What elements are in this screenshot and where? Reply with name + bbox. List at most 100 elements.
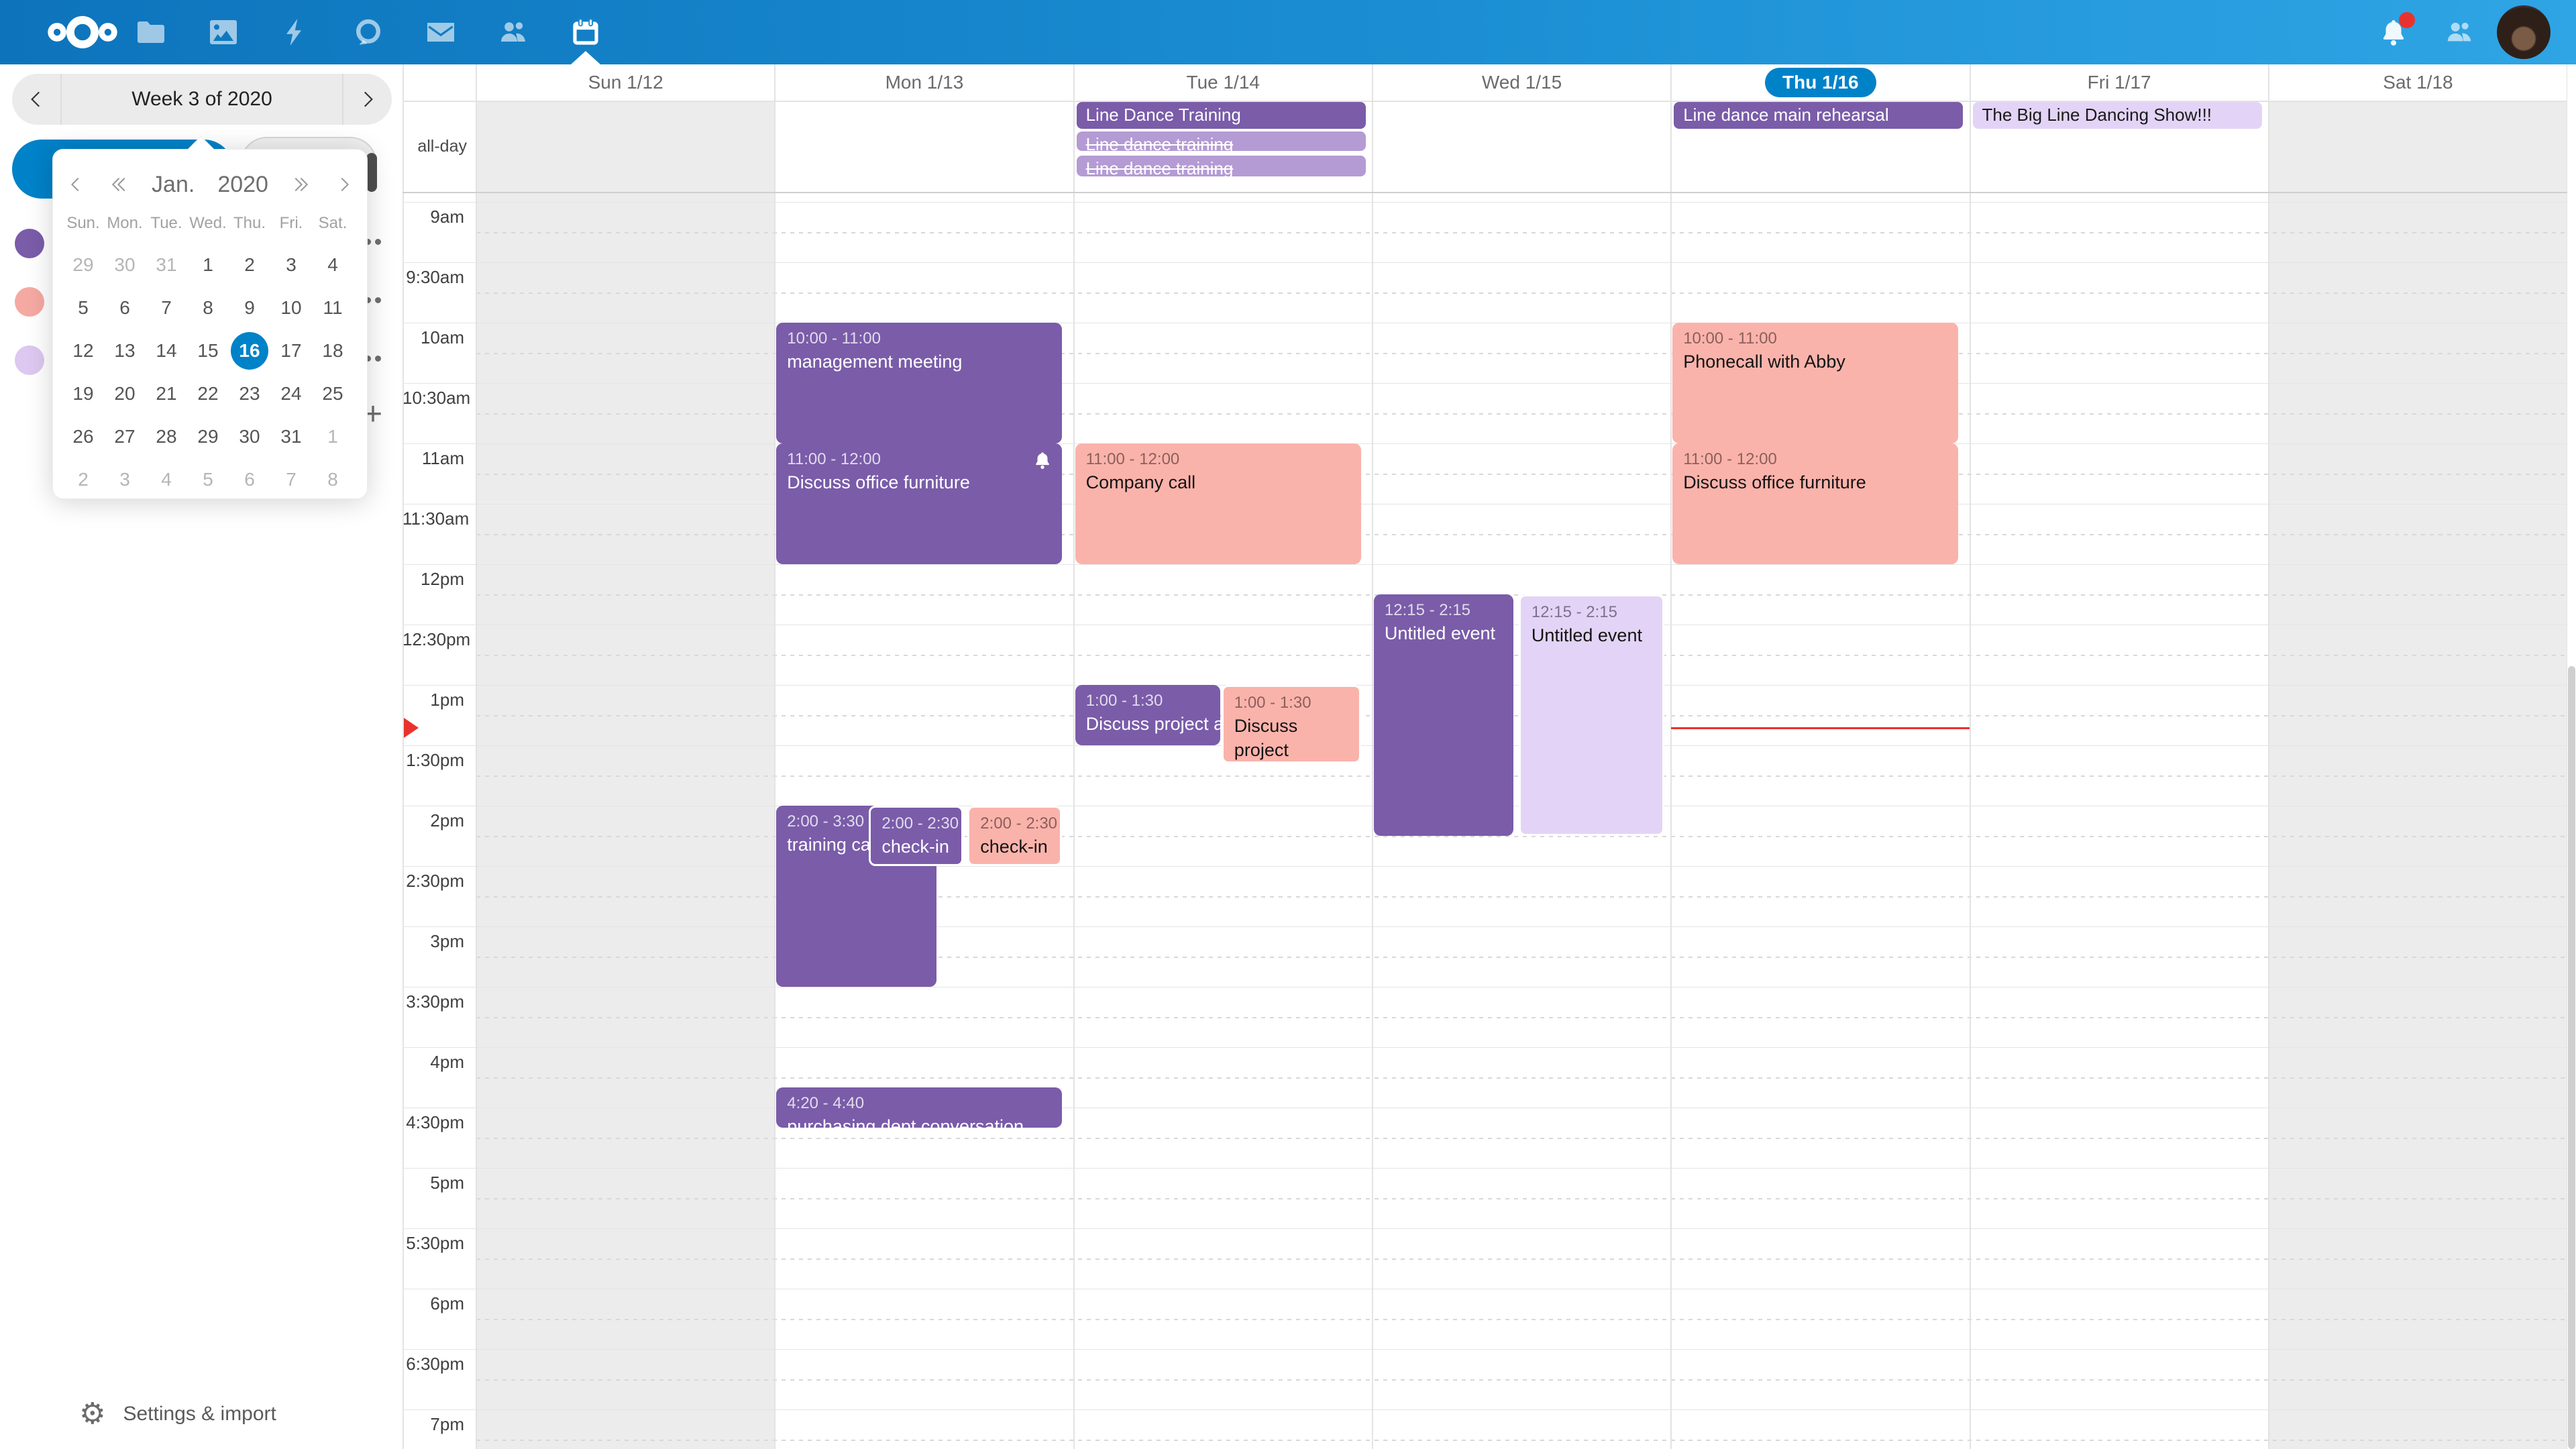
datepicker-day[interactable]: 2 [244,254,255,275]
datepicker-day[interactable]: 10 [280,297,302,318]
datepicker-day[interactable]: 18 [322,340,343,361]
datepicker-day[interactable]: 30 [114,254,136,275]
contacts-menu-button[interactable] [2426,0,2493,64]
notifications-button[interactable] [2360,0,2427,64]
event[interactable]: 1:00 - 1:30 Discuss project announcement [1221,685,1361,763]
datepicker-year[interactable]: 2020 [217,171,268,197]
datepicker-day[interactable]: 20 [114,383,136,404]
datepicker-day[interactable]: 5 [78,297,89,318]
datepicker-day[interactable]: 27 [114,426,136,447]
calendar-actions-menu[interactable] [365,297,381,303]
datepicker-day[interactable]: 9 [244,297,255,318]
event-time: 11:00 - 12:00 [787,450,881,468]
day-header[interactable]: Mon 1/13 [775,64,1073,101]
prev-year-icon[interactable] [66,174,86,195]
main-scrollbar-thumb[interactable] [2568,666,2575,1449]
datepicker-day[interactable]: 11 [323,297,343,318]
datepicker-day[interactable]: 6 [119,297,130,318]
calendar-list-item[interactable] [0,273,402,331]
all-day-event[interactable]: Line dance main rehearsal [1674,102,1964,129]
day-header[interactable]: Sat 1/18 [2269,64,2567,101]
datepicker-day[interactable]: 8 [203,297,213,318]
settings-import-button[interactable]: ⚙ Settings & import [79,1399,276,1429]
event[interactable]: 2:00 - 2:30 check-in [869,806,964,866]
next-year-icon[interactable] [334,174,354,195]
event[interactable]: 10:00 - 11:00 Phonecall with Abby [1672,323,1959,443]
event[interactable]: 12:15 - 2:15 Untitled event [1518,594,1664,836]
datepicker-day[interactable]: 3 [119,469,130,490]
all-day-event[interactable]: Line dance training [1076,156,1366,176]
app-talk-icon[interactable] [335,0,402,64]
datepicker-month[interactable]: Jan. [152,171,195,197]
app-activity-icon[interactable] [262,0,329,64]
datepicker-day[interactable]: 5 [203,469,213,490]
datepicker-day[interactable]: 13 [114,340,136,361]
all-day-event[interactable]: Line dance training [1076,131,1366,151]
datepicker-day[interactable]: 15 [197,340,219,361]
event[interactable]: 12:15 - 2:15 Untitled event [1373,594,1513,836]
datepicker-day[interactable]: 7 [161,297,172,318]
datepicker-day[interactable]: 31 [280,426,302,447]
day-header-today[interactable]: Thu 1/16 [1671,64,1970,101]
day-header[interactable]: Fri 1/17 [1970,64,2269,101]
event[interactable]: 11:00 - 12:00 Discuss office furniture [776,443,1063,564]
nextcloud-logo-icon[interactable] [32,9,133,55]
datepicker-day[interactable]: 3 [286,254,297,275]
hour-line [402,202,2567,203]
datepicker-day[interactable]: 4 [327,254,338,275]
calendar-list-item[interactable] [0,215,402,272]
datepicker-day[interactable]: 29 [72,254,94,275]
app-calendar-icon[interactable] [552,0,619,64]
calendar-actions-menu[interactable] [365,356,381,362]
previous-week-button[interactable] [12,74,62,125]
weekday-label: Fri. [279,214,303,232]
datepicker-day[interactable]: 7 [286,469,297,490]
sidebar-scrollbar-thumb[interactable] [366,153,377,192]
datepicker-day[interactable]: 29 [197,426,219,447]
day-header[interactable]: Tue 1/14 [1074,64,1373,101]
calendar-list-item[interactable] [0,331,402,389]
day-header[interactable]: Sun 1/12 [476,64,775,101]
all-day-event[interactable]: The Big Line Dancing Show!!! [1972,102,2262,129]
datepicker-day[interactable]: 12 [72,340,94,361]
datepicker-day[interactable]: 6 [244,469,255,490]
event[interactable]: 11:00 - 12:00 Discuss office furniture [1672,443,1959,564]
datepicker-day[interactable]: 26 [72,426,94,447]
event[interactable]: 4:20 - 4:40 purchasing dept conversation [776,1087,1063,1128]
prev-month-icon[interactable] [109,174,129,195]
datepicker-day[interactable]: 28 [156,426,177,447]
app-photos-icon[interactable] [190,0,257,64]
time-gutter-label: 6pm [430,1293,464,1313]
next-month-icon[interactable] [291,174,311,195]
datepicker-day[interactable]: 31 [156,254,177,275]
event[interactable]: 11:00 - 12:00 Company call [1075,443,1361,564]
hour-line [402,383,2567,384]
event[interactable]: 2:00 - 2:30 check-in [967,806,1063,866]
datepicker-day[interactable]: 4 [161,469,172,490]
datepicker-day[interactable]: 30 [239,426,260,447]
week-label[interactable]: Week 3 of 2020 [131,88,272,110]
app-contacts-icon[interactable] [480,0,547,64]
datepicker-day[interactable]: 23 [239,383,260,404]
datepicker-day[interactable]: 17 [280,340,302,361]
datepicker-day-selected[interactable]: 16 [229,329,270,372]
event[interactable]: 10:00 - 11:00 management meeting [776,323,1063,443]
datepicker-day[interactable]: 19 [72,383,94,404]
all-day-event[interactable]: Line Dance Training [1076,102,1366,129]
user-avatar[interactable] [2497,5,2551,59]
datepicker-day[interactable]: 14 [156,340,177,361]
event[interactable]: 1:00 - 1:30 Discuss project announcement [1075,685,1221,745]
datepicker-day[interactable]: 8 [327,469,338,490]
datepicker-day[interactable]: 24 [280,383,302,404]
datepicker-day[interactable]: 22 [197,383,219,404]
day-header[interactable]: Wed 1/15 [1373,64,1671,101]
datepicker-day[interactable]: 25 [322,383,343,404]
app-files-icon[interactable] [117,0,184,64]
next-week-button[interactable] [342,74,392,125]
datepicker-day[interactable]: 1 [203,254,213,275]
datepicker-day[interactable]: 2 [78,469,89,490]
calendar-actions-menu[interactable] [365,239,381,245]
app-mail-icon[interactable] [407,0,474,64]
datepicker-day[interactable]: 1 [327,426,338,447]
datepicker-day[interactable]: 21 [156,383,177,404]
